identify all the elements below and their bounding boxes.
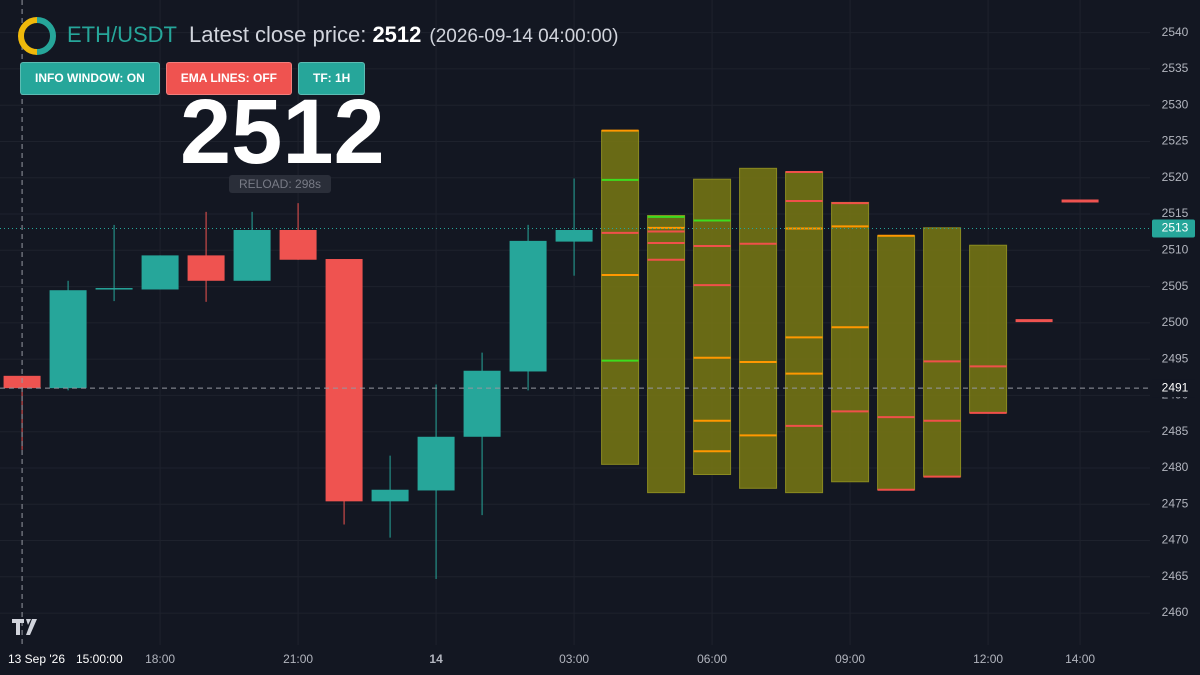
profile-box (877, 235, 916, 491)
x-tick-label: 14:00 (1065, 652, 1095, 666)
last-price-box (1152, 219, 1195, 238)
x-tick-label: 21:00 (283, 652, 313, 666)
x-tick-label: 06:00 (697, 652, 727, 666)
crosshair-price-box (1152, 379, 1195, 398)
profile-box (601, 130, 640, 465)
profile-box (647, 214, 686, 494)
candle-body (141, 255, 179, 290)
header: ETH/USDT Latest close price: 2512 (2026-09… (67, 22, 618, 48)
candle-body (417, 436, 455, 491)
crosshair-time: 15:00:00 (76, 652, 123, 666)
toolbar: INFO WINDOW: ON EMA LINES: OFF TF: 1H (20, 62, 366, 95)
y-tick-label: 2460 (1162, 605, 1189, 619)
candle-body (187, 255, 225, 281)
candle-body (49, 290, 87, 389)
y-tick-label: 2520 (1162, 170, 1189, 184)
last-price-label: 2513 (1162, 221, 1189, 235)
button[interactable]: TF: 1H (297, 62, 366, 95)
price-label: Latest close price: (189, 22, 367, 47)
y-tick-label: 2470 (1162, 533, 1189, 547)
logo-arc (18, 17, 38, 55)
candle-body (233, 229, 271, 281)
y-tick-label: 2475 (1162, 496, 1189, 510)
y-tick-label: 2500 (1162, 315, 1189, 329)
y-tick-label: 2530 (1162, 97, 1189, 111)
x-tick-label: 18:00 (145, 652, 175, 666)
profile-box (969, 244, 1008, 414)
y-tick-label: 2465 (1162, 569, 1189, 583)
tv-logo (12, 619, 37, 635)
y-tick-label: 2515 (1162, 206, 1189, 220)
crosshair-time-box (2, 650, 128, 670)
y-tick-label: 2495 (1162, 351, 1189, 365)
profile-box (785, 171, 824, 494)
x-tick-label: 09:00 (835, 652, 865, 666)
x-tick-label: 12:00 (973, 652, 1003, 666)
y-tick-label: 2505 (1162, 279, 1189, 293)
x-tick-label: 03:00 (559, 652, 589, 666)
y-tick-label: 2540 (1162, 25, 1189, 39)
candle-body (279, 229, 317, 260)
y-tick-label: 2535 (1162, 61, 1189, 75)
x-tick-label: 14 (429, 652, 443, 666)
profile-box (923, 227, 962, 478)
button[interactable]: EMA LINES: OFF (165, 62, 292, 95)
symbol: ETH/USDT (67, 22, 177, 47)
logo-arc (36, 17, 56, 55)
profile-box (831, 201, 870, 483)
candle-body (371, 489, 409, 502)
price: 2512 (372, 22, 422, 47)
y-tick-label: 2525 (1162, 134, 1189, 148)
tv-logo-shape (12, 619, 37, 635)
logo (18, 17, 56, 55)
candle-body (509, 240, 547, 372)
candle-body (325, 259, 363, 502)
candle-body (95, 288, 133, 290)
button[interactable]: INFO WINDOW: ON (20, 62, 160, 95)
profile-box (693, 178, 732, 475)
reload: RELOAD: 298s (229, 175, 332, 193)
big-price: 2512 (180, 81, 385, 183)
candle-body (555, 229, 593, 242)
crosshair-date: 13 Sep '26 (8, 652, 65, 666)
profile-box (739, 167, 778, 489)
y-tick-label: 2480 (1162, 460, 1189, 474)
timestamp: (2026-09-14 04:00:00) (429, 26, 619, 47)
y-tick-label: 2510 (1162, 242, 1189, 256)
y-tick-label: 2485 (1162, 424, 1189, 438)
candle-body (463, 370, 501, 437)
crosshair-price: 2491 (1162, 380, 1189, 394)
